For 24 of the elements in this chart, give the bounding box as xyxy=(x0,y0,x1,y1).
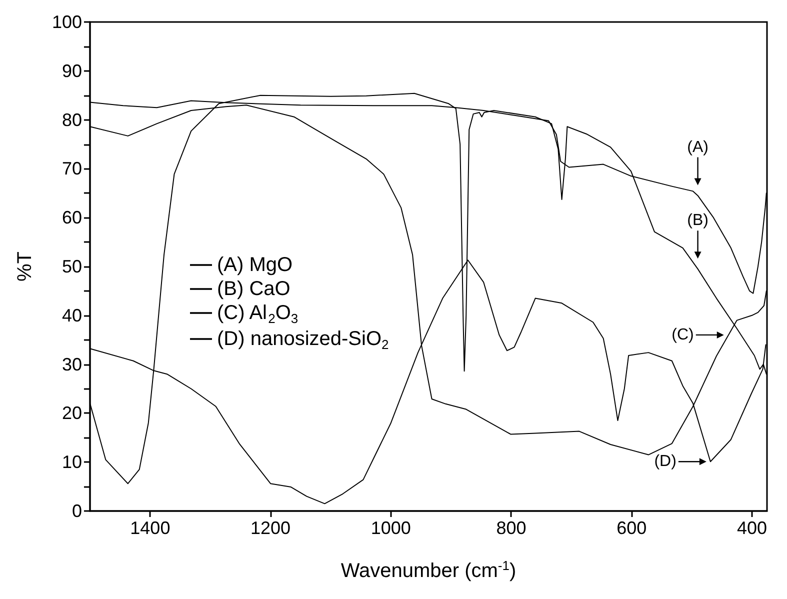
annotation: (B) xyxy=(687,212,708,230)
y-tick-label: 40 xyxy=(62,305,82,326)
y-tick-label: 10 xyxy=(62,452,82,472)
y-tick-label: 0 xyxy=(72,501,82,521)
y-tick-label: 100 xyxy=(52,12,82,32)
y-axis-title: %T xyxy=(14,252,36,282)
y-tick-label: 50 xyxy=(62,256,82,276)
annotation: (A) xyxy=(687,138,708,156)
x-tick-label: 600 xyxy=(616,518,647,538)
y-tick-label: 60 xyxy=(62,208,82,228)
y-tick-label: 80 xyxy=(62,110,82,130)
legend-label: (A) MgO xyxy=(217,254,293,276)
annotation: (D) xyxy=(654,453,676,470)
x-tick-label: 1400 xyxy=(130,518,170,538)
x-tick-label: 400 xyxy=(736,518,767,538)
x-tick-label: 1000 xyxy=(370,518,411,538)
x-tick-label: 800 xyxy=(496,518,526,538)
y-tick-label: 70 xyxy=(62,158,82,179)
x-tick-label: 1200 xyxy=(250,518,291,538)
annotation: (C) xyxy=(672,326,694,344)
y-tick-label: 20 xyxy=(62,403,82,424)
y-tick-label: 30 xyxy=(62,354,82,374)
y-tick-label: 90 xyxy=(62,60,82,81)
legend-label: (B) CaO xyxy=(217,278,290,300)
